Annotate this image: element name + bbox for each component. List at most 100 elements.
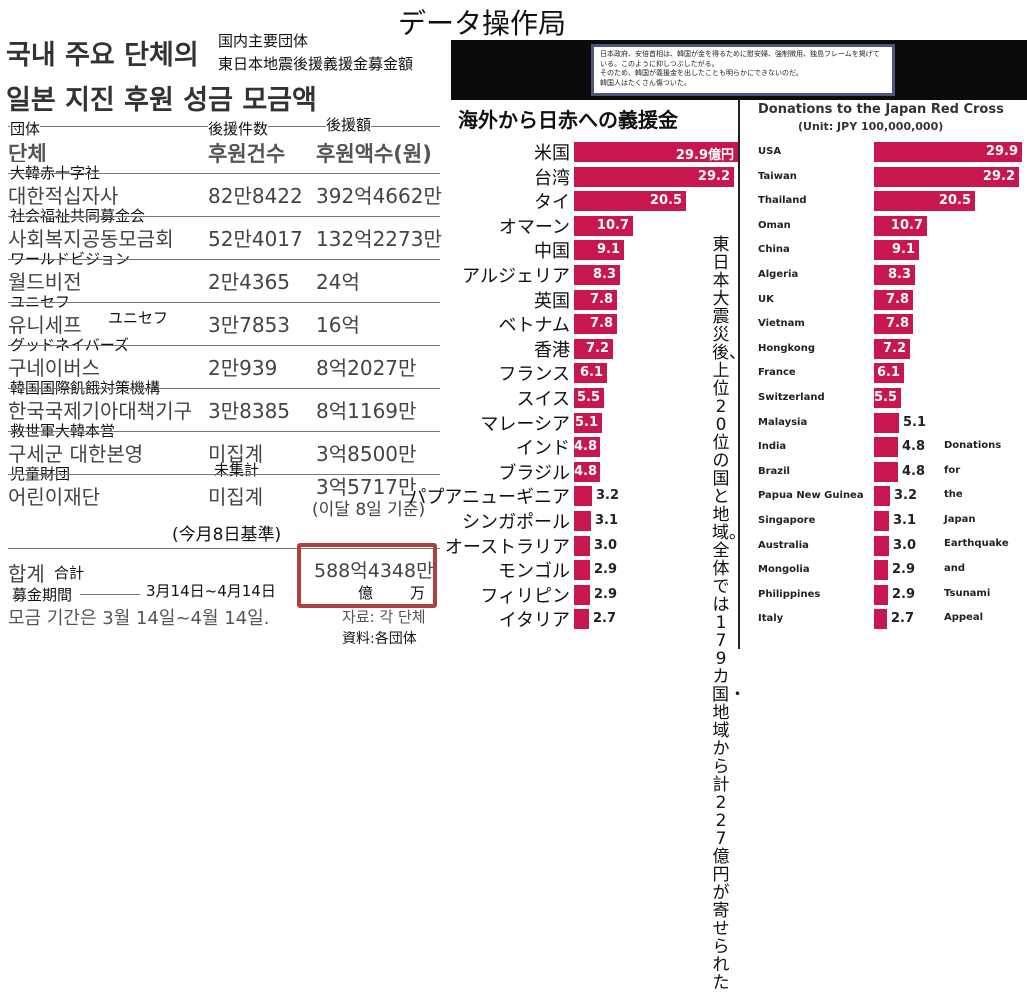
callout-line-2: そのため、韓国が義援金を出したことも明らかにできないのだ。: [600, 69, 803, 77]
bar-value-label: 4.8: [902, 439, 926, 454]
bar-mark: [574, 265, 620, 285]
bar-category-label: Mongolia: [758, 564, 810, 575]
bar-category-label: フランス: [498, 364, 570, 385]
bar-value-label: 6.1: [876, 365, 900, 380]
bar-value-label: 6.1: [579, 365, 603, 380]
bar-value-label: 3.0: [893, 538, 917, 553]
bar-category-label: ベトナム: [498, 315, 570, 336]
bar-category-label: Papua New Guinea: [758, 490, 864, 501]
bar-value-label: 2.7: [891, 611, 915, 626]
bar-mark: [874, 363, 904, 383]
bar-mark: [574, 216, 633, 236]
period-jp-value: 3月14日~4月14日: [146, 582, 276, 600]
total-label-kr: 합계: [8, 562, 45, 586]
en-annotation-word: Japan: [944, 513, 976, 525]
row-divider: [8, 474, 440, 475]
row-amount: 392억4662만: [316, 184, 442, 208]
en-annotation-word: for: [944, 464, 961, 476]
bar-mark: [874, 290, 913, 310]
row-divider: [8, 431, 440, 432]
row-org-kr: 대한적십자사: [8, 184, 119, 208]
callout-note: 日本政府、安倍首相は、韓国が金を得るために慰安婦、強制徴用、独島フレームを掲げて…: [591, 44, 895, 96]
bar-value-label: 8.3: [887, 267, 911, 282]
bar-category-label: Vietnam: [758, 318, 805, 329]
bar-mark: [574, 142, 738, 162]
bar-mark: [874, 388, 901, 408]
en-chart-title: Donations to the Japan Red Cross: [758, 102, 1004, 117]
bar-value-label: 7.8: [885, 292, 909, 307]
bar-value-label: 2.9: [594, 587, 618, 602]
bar-mark: [874, 142, 1022, 162]
bar-category-label: UK: [758, 294, 774, 305]
bar-category-label: Algeria: [758, 269, 799, 280]
bar-category-label: Italy: [758, 613, 784, 624]
bar-mark: [574, 585, 590, 605]
bar-mark: [574, 437, 600, 457]
row-amount: 3억8500만: [316, 442, 417, 466]
bar-mark: [574, 339, 613, 359]
bar-mark: [874, 560, 888, 580]
bar-value-label: 3.0: [594, 538, 618, 553]
total-amount: 588억4348만: [314, 560, 434, 582]
chart-divider: [738, 100, 740, 649]
bar-value-label: 2.9: [892, 562, 916, 577]
bar-category-label: Malaysia: [758, 417, 808, 428]
bar-value-label: 8.3: [592, 267, 616, 282]
bar-mark: [874, 191, 975, 211]
bar-value-label: 4.8: [902, 464, 926, 479]
bar-value-label: 5.1: [903, 415, 927, 430]
bar-value-label: 3.1: [893, 513, 917, 528]
period-jp: 募金期間: [12, 586, 73, 604]
bar-mark: [574, 314, 617, 334]
en-chart-unit: (Unit: JPY 100,000,000): [798, 120, 944, 133]
en-annotation-word: Donations: [944, 440, 1002, 451]
bar-mark: [574, 413, 602, 433]
kr-heading-line2: 일본 지진 후원 성금 모금액: [6, 85, 317, 116]
bar-mark: [874, 216, 927, 236]
bar-category-label: 米国: [534, 143, 570, 164]
row-divider: [8, 173, 440, 174]
bar-mark: [574, 191, 686, 211]
bar-category-label: オマーン: [498, 217, 570, 238]
bar-mark: [874, 314, 913, 334]
bar-mark: [574, 290, 617, 310]
bar-category-label: Thailand: [758, 195, 807, 206]
row-count: 2만939: [208, 356, 278, 380]
bar-mark: [574, 240, 624, 260]
bar-mark: [574, 560, 590, 580]
bar-value-label: 20.5: [938, 193, 971, 208]
row-divider: [8, 302, 440, 303]
bar-mark: [574, 363, 607, 383]
bar-value-label: 4.8: [574, 439, 598, 454]
jp-heading-line1: 国内主要団体: [218, 32, 309, 50]
bar-value-label: 29.9: [985, 144, 1018, 159]
bar-value-label: 29.9億円: [675, 148, 734, 163]
total-label-jp: 合計: [54, 564, 85, 582]
bar-category-label: 英国: [534, 291, 570, 312]
bar-mark: [574, 388, 604, 408]
en-annotation-word: Earthquake: [944, 538, 1009, 550]
bar-category-label: Hongkong: [758, 343, 816, 354]
bar-category-label: パプアニューギニア: [408, 487, 570, 508]
row-count: 미집계: [208, 485, 264, 509]
row-count: 3만7853: [208, 313, 291, 337]
bar-category-label: Taiwan: [758, 171, 797, 182]
total-man: 万: [410, 584, 426, 602]
row-org-kr: 유니세프: [8, 313, 82, 337]
jp-chart-title: 海外から日赤への義援金: [458, 108, 678, 132]
bar-mark: [574, 609, 589, 629]
bar-value-label: 3.2: [894, 488, 918, 503]
bar-mark: [874, 240, 919, 260]
bar-category-label: Philippines: [758, 589, 821, 600]
bar-value-label: 7.8: [589, 292, 613, 307]
kr-heading-line1: 국내 주요 단체의: [6, 40, 199, 71]
bar-mark: [874, 437, 898, 457]
bar-mark: [574, 536, 590, 556]
bar-value-label: 5.5: [874, 390, 898, 405]
row-count: 3만8385: [208, 399, 291, 423]
en-annotation-word: and: [944, 563, 966, 574]
bar-mark: [874, 339, 910, 359]
row-org-kr: 어린이재단: [8, 485, 100, 509]
row-amount: 8억1169만: [316, 399, 417, 423]
bar-category-label: シンガポール: [462, 512, 570, 533]
